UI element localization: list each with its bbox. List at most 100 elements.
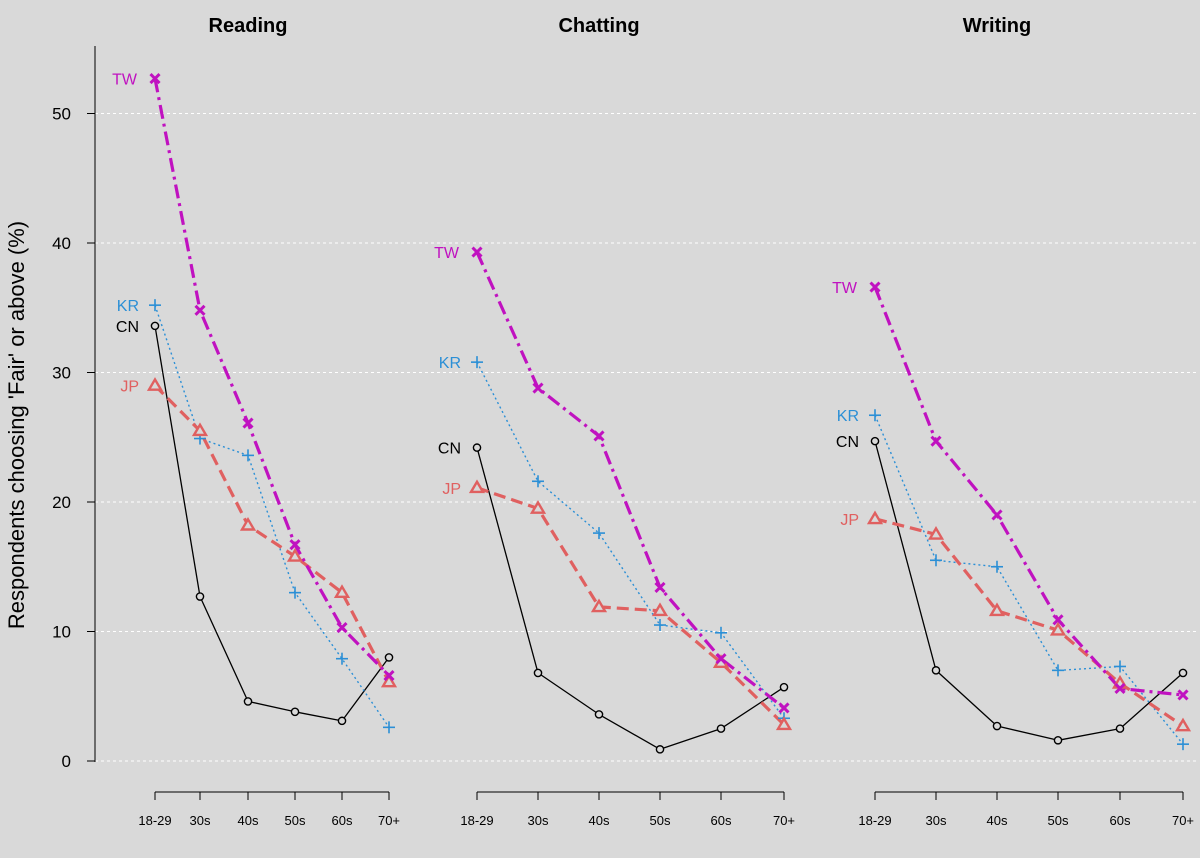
marker-cn-reading-18-29 [150,321,160,331]
marker-tw-writing-18-29 [869,281,881,293]
panel-titles: Reading Chatting Writing [209,15,1032,37]
marker-jp-writing-18-29 [866,510,884,525]
marker-tw-reading-60s [336,622,348,634]
x-tick-label-18-29: 18-29 [460,813,493,828]
x-tick-label-40s: 40s [987,813,1008,828]
series-label-tw-writing: TW [832,280,858,297]
marker-kr-writing-60s [1114,660,1126,673]
line-cn-writing [874,440,1184,741]
series-label-cn-writing: CN [836,434,859,451]
x-tick-label-50s: 50s [285,813,306,828]
marker-tw-chatting-40s [593,430,605,442]
line-jp-chatting [476,486,786,726]
panel-title-writing: Writing [963,15,1032,37]
gridlines [95,113,1196,762]
marker-cn-reading-40s [243,697,253,706]
series-markers [146,72,1192,754]
line-kr-writing [874,414,1184,745]
line-jp-writing [874,517,1184,728]
marker-jp-chatting-50s [651,602,669,617]
series-label-tw-chatting: TW [434,245,460,262]
x-tick-label-70+: 70+ [773,813,795,828]
line-cn-reading [154,325,390,722]
marker-jp-reading-40s [239,516,257,531]
line-cn-chatting [476,447,785,750]
marker-tw-writing-50s [1052,614,1064,626]
marker-cn-writing-40s [992,721,1002,731]
series-label-jp-chatting: JP [442,481,461,498]
marker-tw-chatting-50s [654,581,666,594]
marker-jp-writing-50s [1049,621,1067,636]
marker-tw-reading-30s [194,304,206,316]
y-tick-label-30: 30 [52,364,71,383]
x-tick-label-40s: 40s [238,813,259,828]
series-labels: CN KR JP TW CN KR JP TW CN KR JP TW [112,72,859,529]
line-tw-writing [873,286,1184,697]
marker-tw-chatting-30s [532,382,544,394]
marker-jp-writing-40s [988,602,1006,617]
marker-cn-chatting-70+ [779,682,789,692]
marker-jp-reading-18-29 [146,377,164,391]
x-tick-label-70+: 70+ [1172,813,1194,828]
y-tick-label-20: 20 [52,493,71,512]
panel-title-chatting: Chatting [558,15,639,37]
series-label-kr-writing: KR [837,408,859,425]
marker-jp-chatting-70+ [775,716,793,731]
y-axis-label: Respondents choosing 'Fair' or above (%) [4,221,29,629]
line-jp-reading [153,384,391,683]
marker-tw-reading-40s [242,417,254,429]
marker-tw-chatting-18-29 [471,246,483,258]
line-tw-reading [153,78,391,677]
y-tick-label-0: 0 [62,752,71,771]
marker-cn-chatting-60s [716,724,726,733]
x-tick-label-18-29: 18-29 [858,813,891,828]
marker-cn-reading-70+ [384,653,394,662]
series-label-cn-reading: CN [116,319,139,336]
marker-cn-reading-30s [195,592,205,601]
marker-cn-chatting-40s [594,710,604,719]
marker-jp-writing-70+ [1174,717,1192,732]
series-label-tw-reading: TW [112,72,138,89]
marker-tw-chatting-60s [715,653,727,665]
marker-kr-reading-70+ [383,721,395,734]
marker-kr-writing-40s [991,560,1003,573]
marker-kr-writing-50s [1052,664,1064,677]
marker-tw-reading-70+ [383,669,395,682]
series-label-jp-writing: JP [840,512,859,529]
marker-kr-chatting-40s [593,527,605,540]
marker-tw-writing-30s [930,435,942,447]
x-tick-label-60s: 60s [711,813,732,828]
x-tick-label-30s: 30s [926,813,947,828]
marker-jp-chatting-40s [590,598,608,613]
panel-title-reading: Reading [209,15,288,37]
marker-tw-chatting-70+ [778,702,790,714]
marker-kr-writing-70+ [1177,738,1189,751]
marker-jp-chatting-18-29 [468,479,486,494]
marker-kr-reading-18-29 [149,299,161,312]
marker-tw-reading-18-29 [149,72,161,85]
marker-jp-reading-50s [286,548,304,562]
marker-kr-writing-30s [930,554,942,567]
series-label-kr-reading: KR [117,298,139,315]
marker-cn-chatting-30s [533,668,543,678]
marker-kr-reading-50s [289,586,301,599]
marker-cn-writing-70+ [1178,668,1188,678]
axes: 0 10 20 30 40 50 18-29 30s 40s 50s 60s 70+ 18-29 30s 4… [52,46,1194,828]
marker-cn-writing-50s [1053,735,1063,745]
marker-kr-reading-40s [242,449,254,462]
y-tick-label-40: 40 [52,234,71,253]
x-tick-label-30s: 30s [190,813,211,828]
x-tick-label-18-29: 18-29 [138,813,171,828]
series-lines [153,78,1184,750]
marker-tw-writing-60s [1114,682,1126,695]
x-tick-label-30s: 30s [528,813,549,828]
marker-kr-chatting-50s [654,619,666,632]
x-tick-label-50s: 50s [1048,813,1069,828]
x-tick-label-60s: 60s [332,813,353,828]
marker-kr-chatting-30s [532,475,544,488]
marker-jp-reading-30s [191,422,209,437]
marker-kr-chatting-18-29 [471,356,483,369]
marker-jp-reading-60s [333,584,351,599]
marker-cn-writing-60s [1115,724,1125,733]
